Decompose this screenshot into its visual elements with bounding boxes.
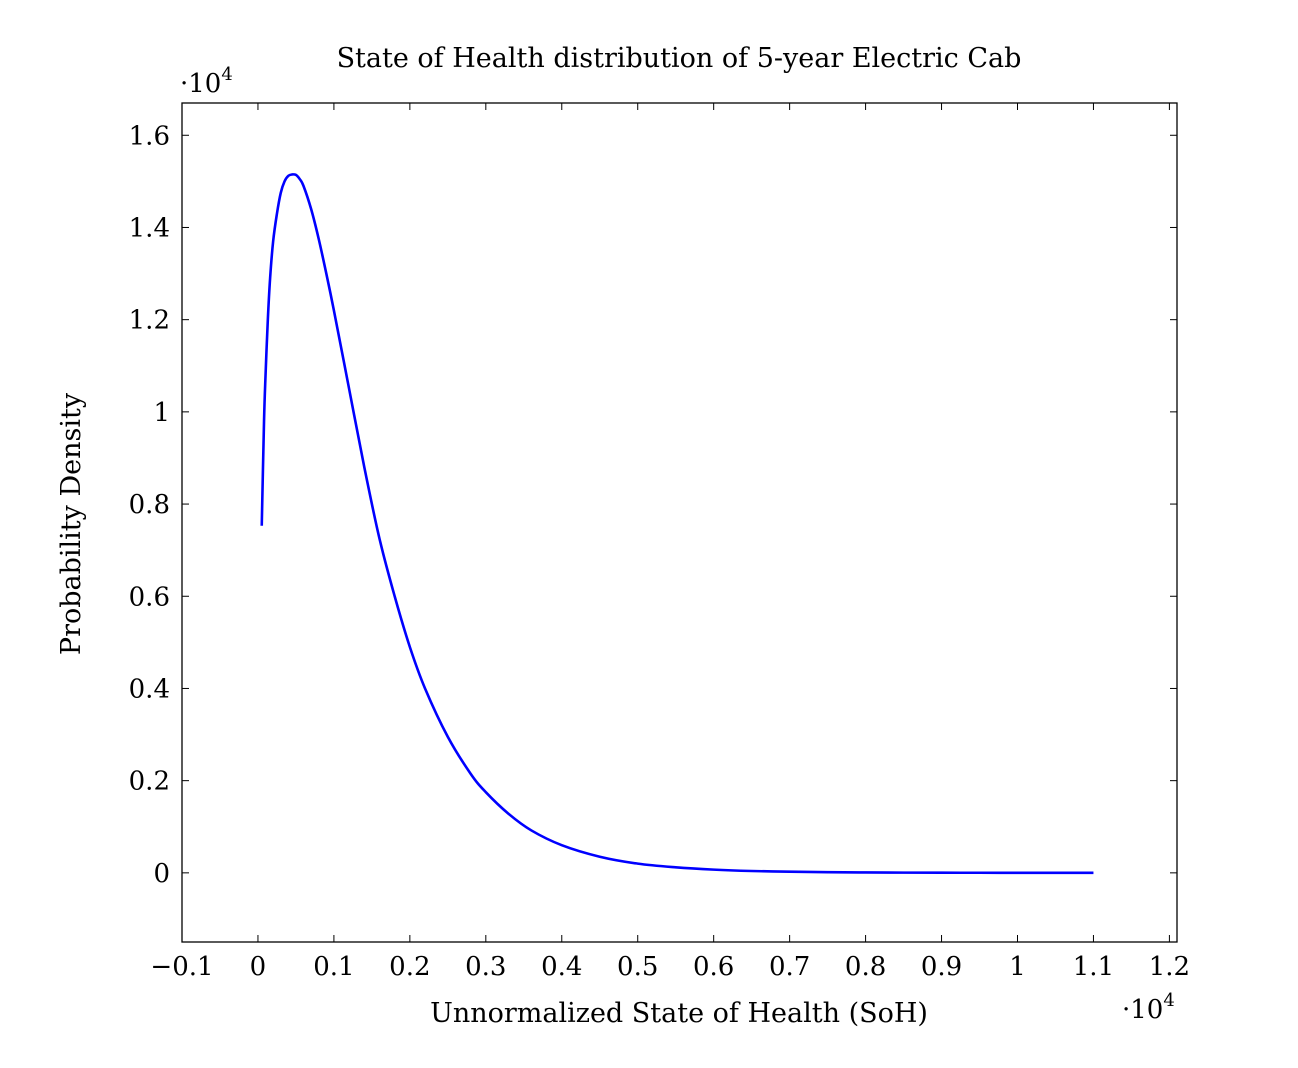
x-tick-label: 0.1 [313,952,354,982]
x-tick-label: 1.1 [1073,952,1114,982]
x-tick-label: 0.7 [769,952,810,982]
x-axis-tick-labels: −0.1 0 0.1 0.2 0.3 0.4 0.5 0.6 0.7 0.8 0.9 1 1.1 1.2 [150,952,1190,982]
series-line [260,173,1094,875]
x-tick-label: 1 [1009,952,1026,982]
y-tick-label: 0.2 [129,767,170,797]
y-scale-note: ·104 [180,64,233,99]
x-tick-label: 0.5 [617,952,658,982]
x-axis-label: Unnormalized State of Health (SoH) [430,998,928,1029]
y-tick-label: 0.4 [129,674,170,704]
y-tick-label: 1.4 [129,213,170,243]
y-scale-exponent: 4 [221,64,232,85]
x-scale-exponent: 4 [1163,990,1174,1011]
y-tick-label: 1.2 [129,306,170,336]
series-group [260,173,1094,875]
y-axis-label: Probability Density [56,392,87,655]
y-tick-label: 0.8 [129,490,170,520]
x-tick-label: 0.9 [921,952,962,982]
x-scale-base: ·10 [1122,995,1163,1025]
x-tick-label: −0.1 [150,952,213,982]
y-tick-label: 0.6 [129,582,170,612]
x-tick-label: 0.4 [541,952,582,982]
y-tick-label: 1 [153,398,170,428]
y-axis-tick-labels: 0 0.2 0.4 0.6 0.8 1 1.2 1.4 1.6 [129,121,170,889]
plot-frame [181,102,1178,943]
x-tick-label: 0 [250,952,267,982]
x-scale-note: ·104 [1122,990,1175,1025]
x-tick-label: 0.6 [693,952,734,982]
y-scale-base: ·10 [180,69,221,99]
y-axis-ticks [182,134,1177,874]
x-tick-label: 0.3 [465,952,506,982]
y-tick-label: 0 [153,859,170,889]
x-tick-label: 0.2 [389,952,430,982]
y-tick-label: 1.6 [129,121,170,151]
x-axis-ticks [181,103,1170,942]
x-tick-label: 1.2 [1149,952,1190,982]
x-tick-label: 0.8 [845,952,886,982]
chart-title: State of Health distribution of 5-year E… [337,43,1022,74]
